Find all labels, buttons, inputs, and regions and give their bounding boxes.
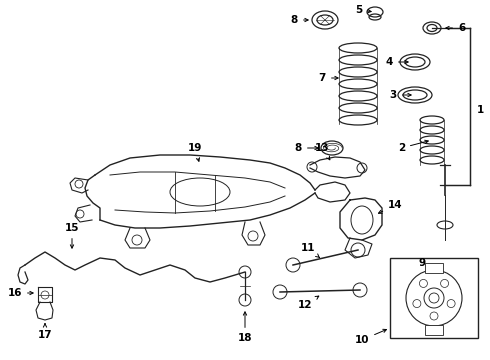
Text: 11: 11 bbox=[301, 243, 319, 258]
Bar bbox=[390, 258, 478, 338]
Text: 4: 4 bbox=[386, 57, 408, 67]
Text: 15: 15 bbox=[65, 223, 79, 248]
Bar bbox=[425, 325, 443, 335]
Text: 7: 7 bbox=[318, 73, 338, 83]
Text: 18: 18 bbox=[238, 312, 252, 343]
Text: 8: 8 bbox=[295, 143, 318, 153]
Text: 10: 10 bbox=[355, 329, 387, 345]
Text: 12: 12 bbox=[298, 296, 319, 310]
Text: 3: 3 bbox=[390, 90, 411, 100]
Text: 13: 13 bbox=[315, 143, 330, 160]
Text: 19: 19 bbox=[188, 143, 202, 161]
Text: 14: 14 bbox=[378, 200, 403, 213]
Text: 2: 2 bbox=[398, 140, 428, 153]
Text: 8: 8 bbox=[291, 15, 308, 25]
Text: 6: 6 bbox=[446, 23, 465, 33]
Text: 17: 17 bbox=[38, 324, 52, 340]
Bar bbox=[425, 263, 443, 273]
Text: 16: 16 bbox=[7, 288, 33, 298]
Text: 5: 5 bbox=[355, 5, 371, 15]
Text: 9: 9 bbox=[418, 258, 425, 268]
Text: 1: 1 bbox=[476, 105, 484, 115]
